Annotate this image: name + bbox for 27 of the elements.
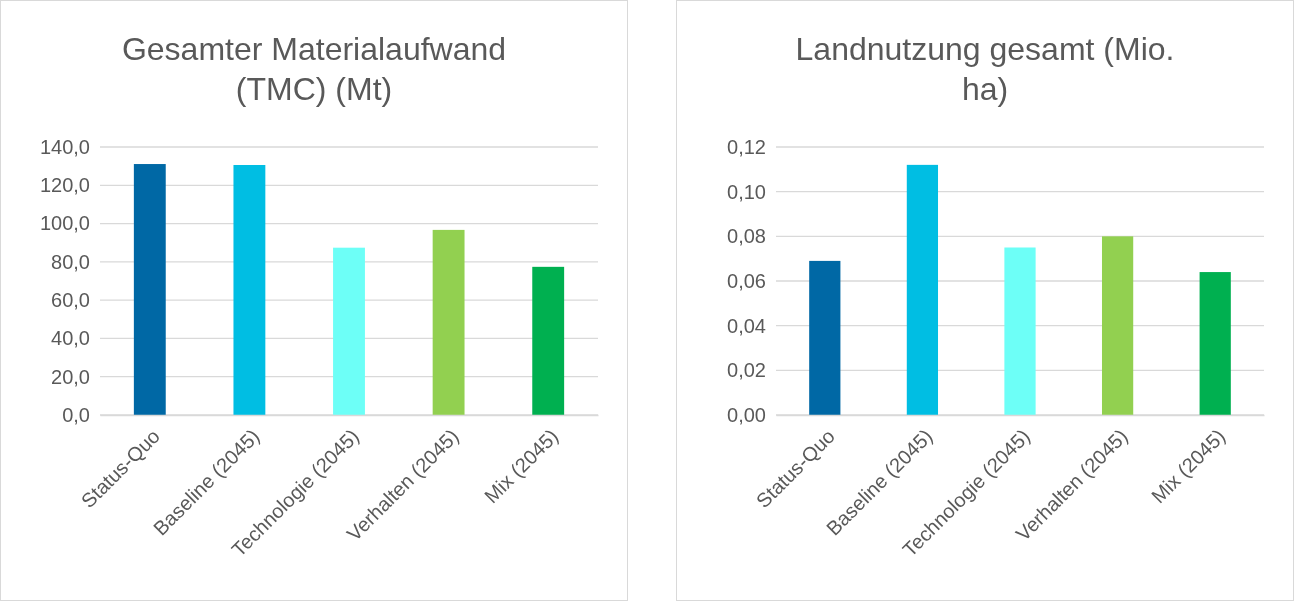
y-tick-label: 0,00 (727, 403, 766, 426)
bar (233, 164, 266, 415)
y-tick-label: 0,02 (727, 359, 766, 382)
y-tick-label: 0,06 (727, 269, 766, 292)
y-tick-label: 0,0 (62, 403, 90, 426)
y-tick-label: 40,0 (51, 327, 90, 350)
y-tick-label: 0,04 (727, 314, 766, 337)
bar (1101, 236, 1134, 415)
y-tick-label: 20,0 (51, 365, 90, 388)
y-tick-label: 0,12 (727, 135, 766, 158)
bar (333, 247, 365, 415)
y-tick-label: 60,0 (51, 289, 90, 312)
bar (906, 164, 939, 415)
y-tick-label: 100,0 (39, 212, 90, 235)
bar (532, 266, 565, 415)
bar (1199, 272, 1231, 415)
bar (133, 164, 166, 415)
y-tick-label: 0,08 (727, 225, 766, 248)
y-tick-label: 120,0 (39, 174, 90, 197)
y-tick-label: 0,10 (727, 180, 766, 203)
y-tick-label: 140,0 (39, 135, 90, 158)
bar (1004, 247, 1036, 415)
chart-title: Gesamter Materialaufwand (TMC) (Mt) (121, 31, 507, 107)
bar (432, 229, 465, 415)
bar (809, 260, 841, 415)
chart-title: Landnutzung gesamt (Mio. ha) (795, 31, 1175, 107)
y-tick-label: 80,0 (51, 250, 90, 273)
